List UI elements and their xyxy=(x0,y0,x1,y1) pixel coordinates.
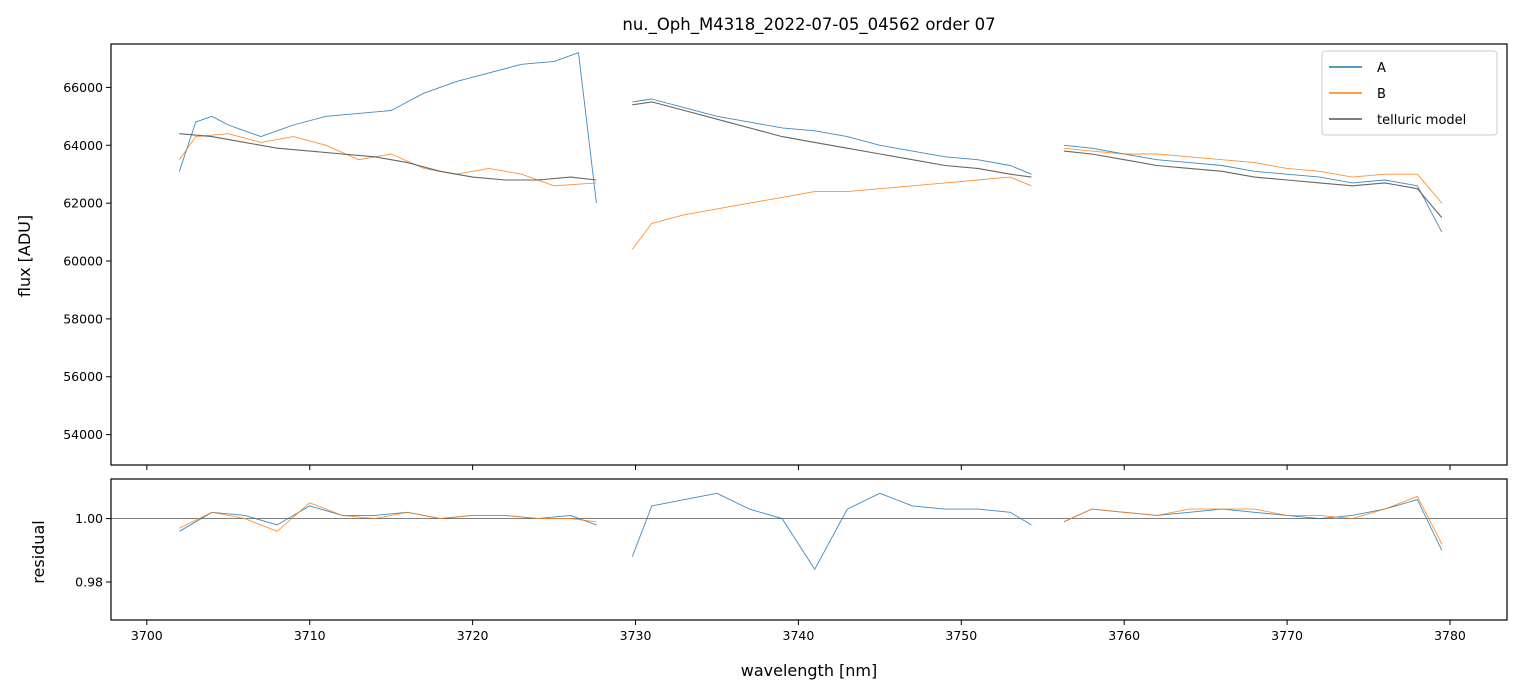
flux-x-ticks xyxy=(146,465,1451,470)
flux-axes-frame xyxy=(110,43,1508,466)
flux-panel: 54000 56000 58000 60000 62000 64000 66000 flux… xyxy=(15,43,1508,470)
chart-title: nu._Oph_M4318_2022-07-05_04562 order 07 xyxy=(622,15,995,35)
residual-y-label: residual xyxy=(29,520,48,583)
flux-series-a xyxy=(178,52,597,204)
flux-y-tick-label: 54000 xyxy=(63,427,103,442)
legend-box xyxy=(1321,50,1498,136)
flux-y-label: flux [ADU] xyxy=(15,215,34,297)
residual-series-b xyxy=(179,502,597,532)
residual-y-tick-label: 1.00 xyxy=(75,511,103,526)
flux-lines xyxy=(178,52,1443,250)
flux-y-tick-label: 60000 xyxy=(63,254,103,269)
flux-y-tick-label: 66000 xyxy=(63,80,103,95)
x-tick-label: 3730 xyxy=(620,628,652,643)
x-tick-label: 3760 xyxy=(1108,628,1140,643)
flux-y-tick-label: 62000 xyxy=(63,196,103,211)
residual-y-tick-label: 0.98 xyxy=(75,574,103,589)
legend-label-a: A xyxy=(1377,61,1386,76)
x-tick-label: 3750 xyxy=(945,628,977,643)
residual-series-a xyxy=(1063,499,1443,551)
flux-series-telluric-model xyxy=(1063,150,1443,218)
x-tick-label: 3780 xyxy=(1434,628,1466,643)
flux-y-tick-label: 58000 xyxy=(63,311,103,326)
x-tick-label: 3700 xyxy=(131,628,163,643)
flux-series-b xyxy=(1063,147,1443,204)
flux-series-a xyxy=(632,98,1032,175)
x-tick-label: 3710 xyxy=(294,628,326,643)
flux-series-telluric-model xyxy=(632,101,1032,178)
residual-axes-frame xyxy=(110,478,1508,621)
residual-x-ticks: 3700 3710 3720 3730 3740 3750 3760 3770 3780 xyxy=(131,620,1466,643)
x-tick-label: 3720 xyxy=(457,628,489,643)
residual-series-a xyxy=(631,492,1032,570)
residual-series-b xyxy=(1063,495,1443,545)
flux-series-b xyxy=(631,176,1032,250)
flux-y-tick-label: 56000 xyxy=(63,369,103,384)
legend-label-telluric: telluric model xyxy=(1377,113,1466,128)
x-tick-label: 3740 xyxy=(783,628,815,643)
x-axis-label: wavelength [nm] xyxy=(741,661,878,680)
residual-y-ticks: 0.98 1.00 xyxy=(75,511,111,589)
flux-series-a xyxy=(1063,144,1443,233)
x-tick-label: 3770 xyxy=(1271,628,1303,643)
legend-label-b: B xyxy=(1377,87,1386,102)
residual-panel: 0.98 1.00 3700 3710 3720 3730 3740 3750 3760 377… xyxy=(29,478,1508,680)
flux-y-tick-label: 64000 xyxy=(63,138,103,153)
flux-series-telluric-model xyxy=(179,133,597,181)
residual-lines xyxy=(179,492,1443,570)
legend: A B telluric model xyxy=(1321,50,1498,136)
flux-y-ticks: 54000 56000 58000 60000 62000 64000 66000 xyxy=(63,80,111,442)
